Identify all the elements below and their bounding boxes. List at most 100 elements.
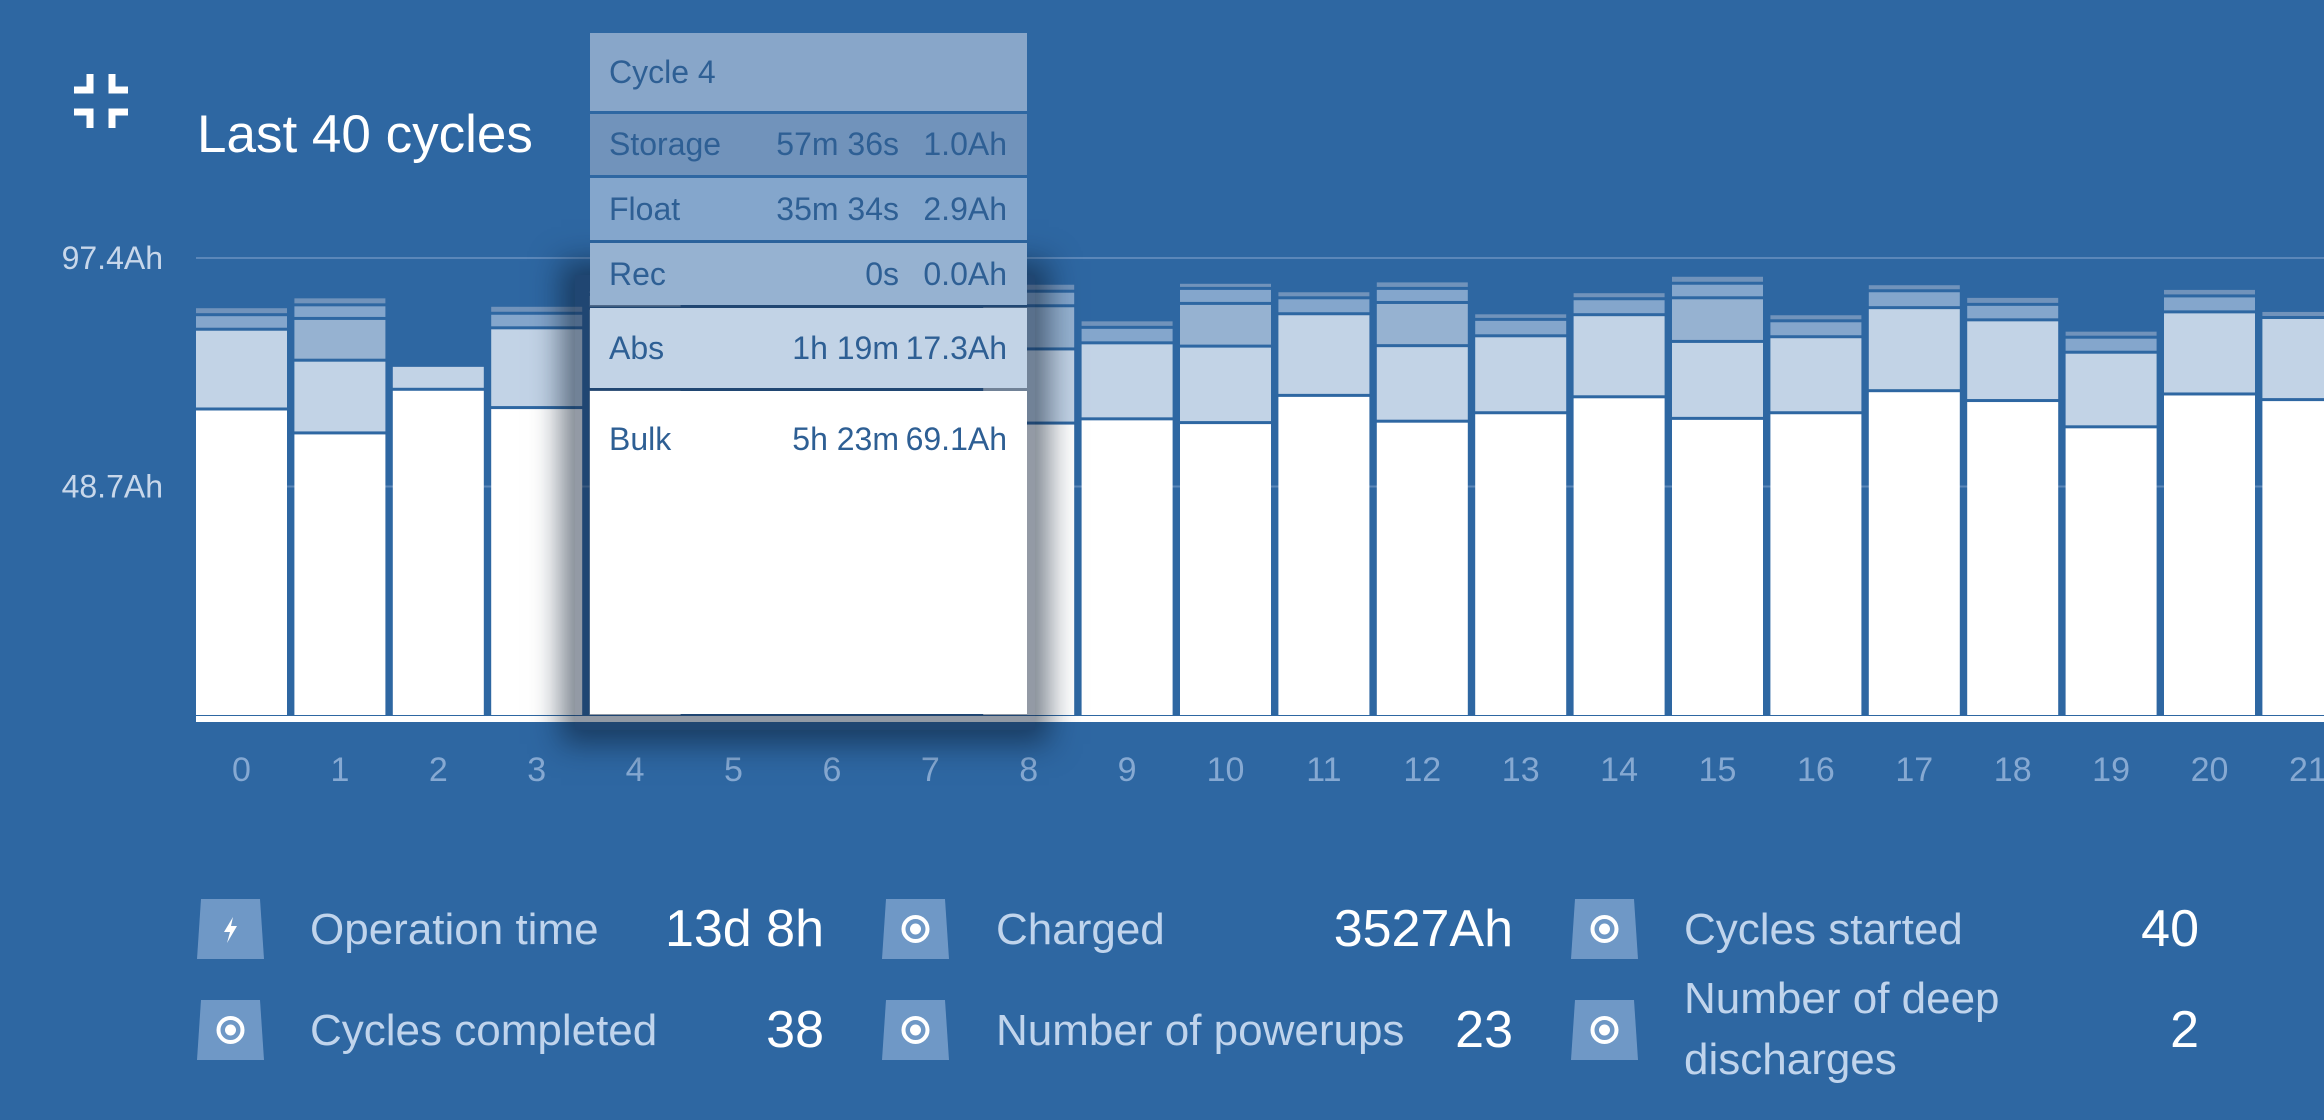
row-ah: 1.0Ah (923, 126, 1007, 162)
x-tick-label: 12 (1403, 751, 1441, 789)
bar-segment-abs (294, 361, 386, 432)
target-icon (882, 899, 949, 959)
row-duration: 57m 36s (776, 126, 899, 162)
tooltip-title-text: Cycle 4 (609, 53, 716, 90)
bar-segment-float (196, 316, 287, 328)
bar-segment-storage (2164, 289, 2255, 295)
x-tick-label: 8 (1019, 751, 1038, 789)
target-icon (1571, 1000, 1638, 1060)
row-label: Abs (609, 329, 665, 366)
bar-segment-bulk (1180, 424, 1271, 715)
x-tick-label: 19 (2092, 751, 2130, 789)
bar-segment-storage (983, 284, 1075, 290)
bar-segment-abs (1081, 344, 1173, 418)
bar-segment-float (1376, 289, 1468, 301)
row-label: Storage (609, 126, 722, 162)
bar-segment-bulk (1672, 419, 1763, 715)
bar-segment-bulk (196, 410, 287, 715)
bar-segment-abs (2065, 353, 2157, 426)
stat-label: Operation time (310, 905, 599, 954)
tooltip-row-rec: Rec 0s 0.0Ah (590, 243, 1027, 305)
bar-segment-bulk (1573, 398, 1665, 715)
lightning-icon (197, 899, 264, 959)
stat-value: 13d 8h (664, 900, 824, 958)
x-axis-baseline (196, 716, 2324, 722)
bar-segment-abs (1868, 309, 1960, 390)
row-ah: 17.3Ah (905, 329, 1007, 366)
bar-segment-float (1967, 305, 2059, 319)
bar-segment-abs (1180, 347, 1271, 422)
stat-label: Cycles started (1684, 905, 1963, 954)
tooltip-row-float: Float 35m 34s 2.9Ah (590, 178, 1027, 240)
bar-segment-storage (1573, 293, 1665, 298)
bar-segment-bulk (491, 409, 583, 715)
x-tick-label: 20 (2191, 751, 2229, 789)
bar-segment-bulk (1081, 420, 1173, 715)
row-label: Rec (609, 255, 666, 292)
x-tick-label: 11 (1306, 751, 1341, 789)
bar-segment-float (1672, 284, 1763, 297)
bar-segment-float (1475, 320, 1567, 335)
y-tick-label: 97.4Ah (62, 240, 163, 276)
row-label: Float (609, 190, 681, 227)
bar-segment-storage (2262, 311, 2324, 316)
bar-segment-float (1868, 292, 1960, 307)
bar-segment-storage (1278, 292, 1370, 297)
bar-segment-abs (1475, 337, 1567, 412)
x-tick-label: 13 (1502, 751, 1540, 789)
bar-segment-bulk (2065, 428, 2157, 715)
stat-label: Cycles completed (310, 1006, 658, 1055)
bar-segment-storage (196, 308, 287, 314)
x-tick-label: 1 (330, 751, 349, 789)
bar-segment-float (1770, 322, 1862, 336)
bar-segment-float (1278, 299, 1370, 313)
x-tick-label: 21 (2289, 751, 2324, 789)
bar-segment-rec (1672, 299, 1763, 340)
target-icon (197, 1000, 264, 1060)
x-tick-label: 0 (232, 751, 251, 789)
chart-title: Last 40 cycles (197, 105, 533, 164)
tooltip-row-abs: Abs 1h 19m 17.3Ah (590, 308, 1027, 388)
bar-segment-bulk (294, 434, 386, 715)
bar-segment-storage (1672, 276, 1763, 282)
tooltip-row-storage: Storage 57m 36s 1.0Ah (590, 114, 1027, 175)
bar-segment-float (1573, 300, 1665, 314)
bar-segment-rec (294, 319, 386, 359)
stat-value: 3527Ah (1333, 900, 1513, 958)
stat-label: Number of deep discharges (1684, 974, 2000, 1084)
bar-segment-bulk (1475, 414, 1567, 715)
x-tick-label: 3 (527, 751, 546, 789)
fullscreen-exit-icon[interactable] (74, 74, 128, 128)
stat-value: 2 (2170, 1001, 2199, 1059)
x-tick-label: 16 (1797, 751, 1835, 789)
stat-value: 38 (766, 1001, 824, 1059)
bar-segment-float (983, 292, 1075, 305)
target-icon (882, 1000, 949, 1060)
bar-segment-abs (491, 329, 583, 407)
bar-segment-abs (1278, 315, 1370, 394)
bar-segment-bulk (1278, 396, 1370, 715)
bar-segment-abs (1967, 321, 2059, 400)
x-tick-label: 9 (1118, 751, 1137, 789)
cycle-tooltip: Cycle 4 Storage 57m 36s 1.0Ah Float 35m 34s… (590, 33, 1027, 714)
x-tick-label: 18 (1994, 751, 2032, 789)
bar-segment-bulk (1868, 392, 1960, 715)
bar-segment-storage (1868, 285, 1960, 290)
bar-segment-abs (392, 366, 484, 388)
bar-segment-float (491, 314, 583, 327)
stat-value: 40 (2141, 900, 2199, 958)
x-tick-label: 5 (724, 751, 743, 789)
bar-segment-abs (1770, 338, 1862, 412)
bar-segment-bulk (2164, 395, 2255, 715)
x-tick-label: 6 (822, 751, 841, 789)
bar-segment-float (2164, 297, 2255, 311)
bar-segment-rec (1376, 303, 1468, 345)
row-duration: 0s (865, 255, 899, 292)
bar-segment-storage (1475, 314, 1567, 318)
bar-segment-bulk (1376, 422, 1468, 715)
bar-segment-bulk (2262, 401, 2324, 715)
bar-segment-abs (2262, 318, 2324, 399)
stat-value: 23 (1455, 1001, 1513, 1059)
bar-segment-rec (1180, 304, 1271, 345)
